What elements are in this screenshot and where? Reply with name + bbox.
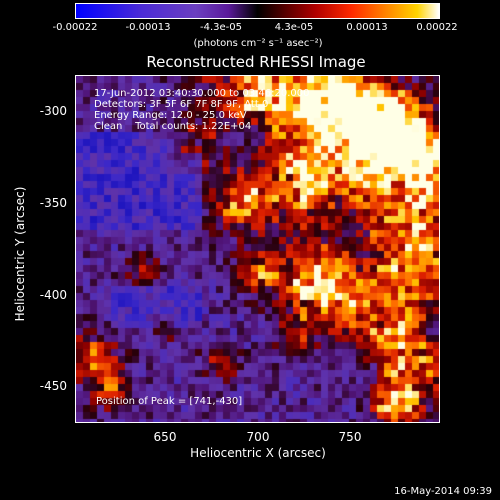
image-plot-area: 17-Jun-2012 03:40:30.000 to 03:46:20.000…: [75, 75, 440, 423]
colorbar-tick-label: -0.00013: [125, 22, 171, 33]
colorbar-tick-label: 0.00013: [346, 22, 388, 33]
detectors-annotation: Detectors: 3F 5F 6F 7F 8F 9F, Att 0: [94, 99, 269, 110]
time-range-annotation: 17-Jun-2012 03:40:30.000 to 03:46:20.000: [94, 88, 310, 99]
method-counts-annotation: Clean Total counts: 1.22E+04: [94, 121, 252, 132]
y-tick-label: -350: [39, 196, 67, 210]
colorbar-tick-label: 0.00022: [416, 22, 458, 33]
colorbar-tick-label: -4.3e-05: [200, 22, 242, 33]
colorbar-tick-label: 4.3e-05: [274, 22, 314, 33]
peak-position-annotation: Position of Peak = [741,-430]: [96, 396, 243, 407]
y-tick-label: -400: [39, 288, 67, 302]
energy-range-annotation: Energy Range: 12.0 - 25.0 keV: [94, 110, 247, 121]
x-tick-label: 700: [246, 430, 270, 444]
y-tick-label: -450: [39, 379, 67, 393]
y-axis-label: Heliocentric Y (arcsec): [13, 186, 27, 322]
x-tick-label: 650: [153, 430, 177, 444]
y-tick-label: -300: [39, 104, 67, 118]
plot-title: Reconstructed RHESSI Image: [146, 53, 366, 71]
x-tick-label: 750: [338, 430, 362, 444]
colorbar-unit-label: (photons cm⁻² s⁻¹ asec⁻²): [193, 38, 323, 49]
rhessi-image-map: [76, 76, 439, 422]
x-axis-label: Heliocentric X (arcsec): [190, 446, 326, 460]
colorbar: [75, 3, 440, 19]
colorbar-tick-label: -0.00022: [52, 22, 98, 33]
render-datestamp: 16-May-2014 09:39: [394, 486, 492, 497]
